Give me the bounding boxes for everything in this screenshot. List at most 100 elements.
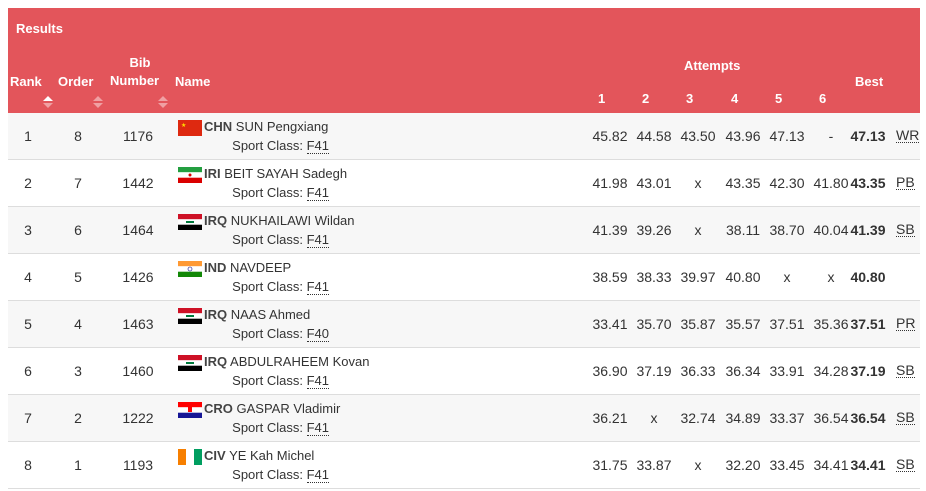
attempt-4-header: 4 xyxy=(731,91,739,106)
attempt-4-cell: 32.20 xyxy=(725,457,761,473)
attempt-3-cell: 32.74 xyxy=(680,410,716,426)
best-cell: 47.13 xyxy=(850,128,886,144)
record-badge[interactable]: SB xyxy=(896,221,915,237)
attempt-3-cell: x xyxy=(694,457,702,473)
attempt-2-cell: 37.19 xyxy=(636,363,672,379)
table-row[interactable]: 5 4 1463 IRQ NAAS Ahmed Sport Class: F40… xyxy=(8,301,920,348)
sport-class-label: Sport Class: xyxy=(232,138,303,153)
table-row[interactable]: 4 5 1426 IND NAVDEEP Sport Class: F41 38… xyxy=(8,254,920,301)
table-row[interactable]: 6 3 1460 IRQ ABDULRAHEEM Kovan Sport Cla… xyxy=(8,348,920,395)
sport-class-value[interactable]: F40 xyxy=(306,326,329,342)
attempt-3-header: 3 xyxy=(686,91,694,106)
bib-cell: 1464 xyxy=(122,222,154,238)
country-code: IRQ xyxy=(204,213,228,228)
rank-header[interactable]: Rank xyxy=(10,74,42,89)
bib-cell: 1460 xyxy=(122,363,154,379)
athlete-name[interactable]: CIV YE Kah Michel xyxy=(204,448,314,463)
attempt-2-cell: 38.33 xyxy=(636,269,672,285)
sport-class-value[interactable]: F41 xyxy=(306,185,329,201)
iri-flag-icon xyxy=(178,167,202,183)
athlete-name[interactable]: IRQ NUKHAILAWI Wildan xyxy=(204,213,355,228)
irq-flag-icon xyxy=(178,308,202,324)
sport-class-value[interactable]: F41 xyxy=(306,279,329,295)
athlete-name[interactable]: IRQ ABDULRAHEEM Kovan xyxy=(204,354,369,369)
bib-cell: 1426 xyxy=(122,269,154,285)
order-header[interactable]: Order xyxy=(58,74,94,89)
attempt-1-cell: 33.41 xyxy=(592,316,628,332)
order-cell: 3 xyxy=(74,363,82,379)
country-code: CRO xyxy=(204,401,233,416)
table-row[interactable]: 2 7 1442 IRI BEIT SAYAH Sadegh Sport Cla… xyxy=(8,160,920,207)
attempt-4-cell: 43.96 xyxy=(725,128,761,144)
order-cell: 7 xyxy=(74,175,82,191)
attempt-2-cell: 39.26 xyxy=(636,222,672,238)
rank-cell: 8 xyxy=(24,457,32,473)
order-cell: 1 xyxy=(74,457,82,473)
sport-class: Sport Class: F41 xyxy=(182,138,329,154)
table-row[interactable]: 7 2 1222 CRO GASPAR Vladimir Sport Class… xyxy=(8,395,920,442)
athlete-name-text: ABDULRAHEEM Kovan xyxy=(230,354,370,369)
table-header: Results Rank Order Bib Number Name Attem… xyxy=(8,8,920,113)
attempt-5-cell: 33.91 xyxy=(769,363,805,379)
attempt-5-header: 5 xyxy=(775,91,783,106)
record-badge[interactable]: PB xyxy=(896,174,915,190)
attempt-5-cell: 42.30 xyxy=(769,175,805,191)
rank-cell: 4 xyxy=(24,269,32,285)
rank-cell: 3 xyxy=(24,222,32,238)
best-cell: 40.80 xyxy=(850,269,886,285)
attempt-6-cell: 40.04 xyxy=(813,222,849,238)
table-row[interactable]: 3 6 1464 IRQ NUKHAILAWI Wildan Sport Cla… xyxy=(8,207,920,254)
svg-text:★: ★ xyxy=(181,122,186,129)
record-badge[interactable]: WR xyxy=(896,127,920,143)
attempt-3-cell: 35.87 xyxy=(680,316,716,332)
attempt-6-cell: 34.28 xyxy=(813,363,849,379)
athlete-name[interactable]: IRQ NAAS Ahmed xyxy=(204,307,310,322)
sport-class-value[interactable]: F41 xyxy=(306,420,329,436)
cro-flag-icon xyxy=(178,402,202,418)
attempt-6-cell: x xyxy=(827,269,835,285)
attempt-2-cell: 33.87 xyxy=(636,457,672,473)
sport-class-label: Sport Class: xyxy=(232,279,303,294)
best-cell: 37.51 xyxy=(850,316,886,332)
bib-cell: 1176 xyxy=(122,128,154,144)
country-code: IRQ xyxy=(204,307,228,322)
athlete-name-text: BEIT SAYAH Sadegh xyxy=(224,166,348,181)
bib-header[interactable]: Number xyxy=(110,73,160,88)
table-row[interactable]: 8 1 1193 CIV YE Kah Michel Sport Class: … xyxy=(8,442,920,489)
attempt-1-header: 1 xyxy=(598,91,606,106)
attempts-header: Attempts xyxy=(684,58,741,73)
bib-cell: 1463 xyxy=(122,316,154,332)
record-badge[interactable]: SB xyxy=(896,362,915,378)
irq-flag-icon xyxy=(178,355,202,371)
record-badge[interactable]: SB xyxy=(896,456,915,472)
sport-class-label: Sport Class: xyxy=(232,185,303,200)
sport-class-label: Sport Class: xyxy=(232,420,303,435)
attempt-6-cell: 34.41 xyxy=(813,457,849,473)
order-cell: 6 xyxy=(74,222,82,238)
best-cell: 41.39 xyxy=(850,222,886,238)
best-header: Best xyxy=(855,74,884,89)
attempt-5-cell: 47.13 xyxy=(769,128,805,144)
sport-class-value[interactable]: F41 xyxy=(306,373,329,389)
attempt-1-cell: 36.21 xyxy=(592,410,628,426)
attempt-4-cell: 40.80 xyxy=(725,269,761,285)
record-badge[interactable]: SB xyxy=(896,409,915,425)
athlete-name[interactable]: IND NAVDEEP xyxy=(204,260,291,275)
attempt-4-cell: 35.57 xyxy=(725,316,761,332)
sport-class-label: Sport Class: xyxy=(232,373,303,388)
attempt-4-cell: 36.34 xyxy=(725,363,761,379)
bib-cell: 1222 xyxy=(122,410,154,426)
athlete-name[interactable]: CRO GASPAR Vladimir xyxy=(204,401,340,416)
record-badge[interactable]: PR xyxy=(896,315,916,331)
table-row[interactable]: 1 8 1176 ★ CHN SUN Pengxiang Sport Class… xyxy=(8,113,920,160)
sport-class-value[interactable]: F41 xyxy=(306,232,329,248)
athlete-name[interactable]: IRI BEIT SAYAH Sadegh xyxy=(204,166,347,181)
athlete-name[interactable]: CHN SUN Pengxiang xyxy=(204,119,328,134)
sport-class-value[interactable]: F41 xyxy=(306,138,329,154)
sport-class-label: Sport Class: xyxy=(232,326,303,341)
attempt-1-cell: 41.98 xyxy=(592,175,628,191)
rank-cell: 7 xyxy=(24,410,32,426)
attempt-1-cell: 36.90 xyxy=(592,363,628,379)
sport-class: Sport Class: F41 xyxy=(182,185,329,201)
sport-class-value[interactable]: F41 xyxy=(306,467,329,483)
